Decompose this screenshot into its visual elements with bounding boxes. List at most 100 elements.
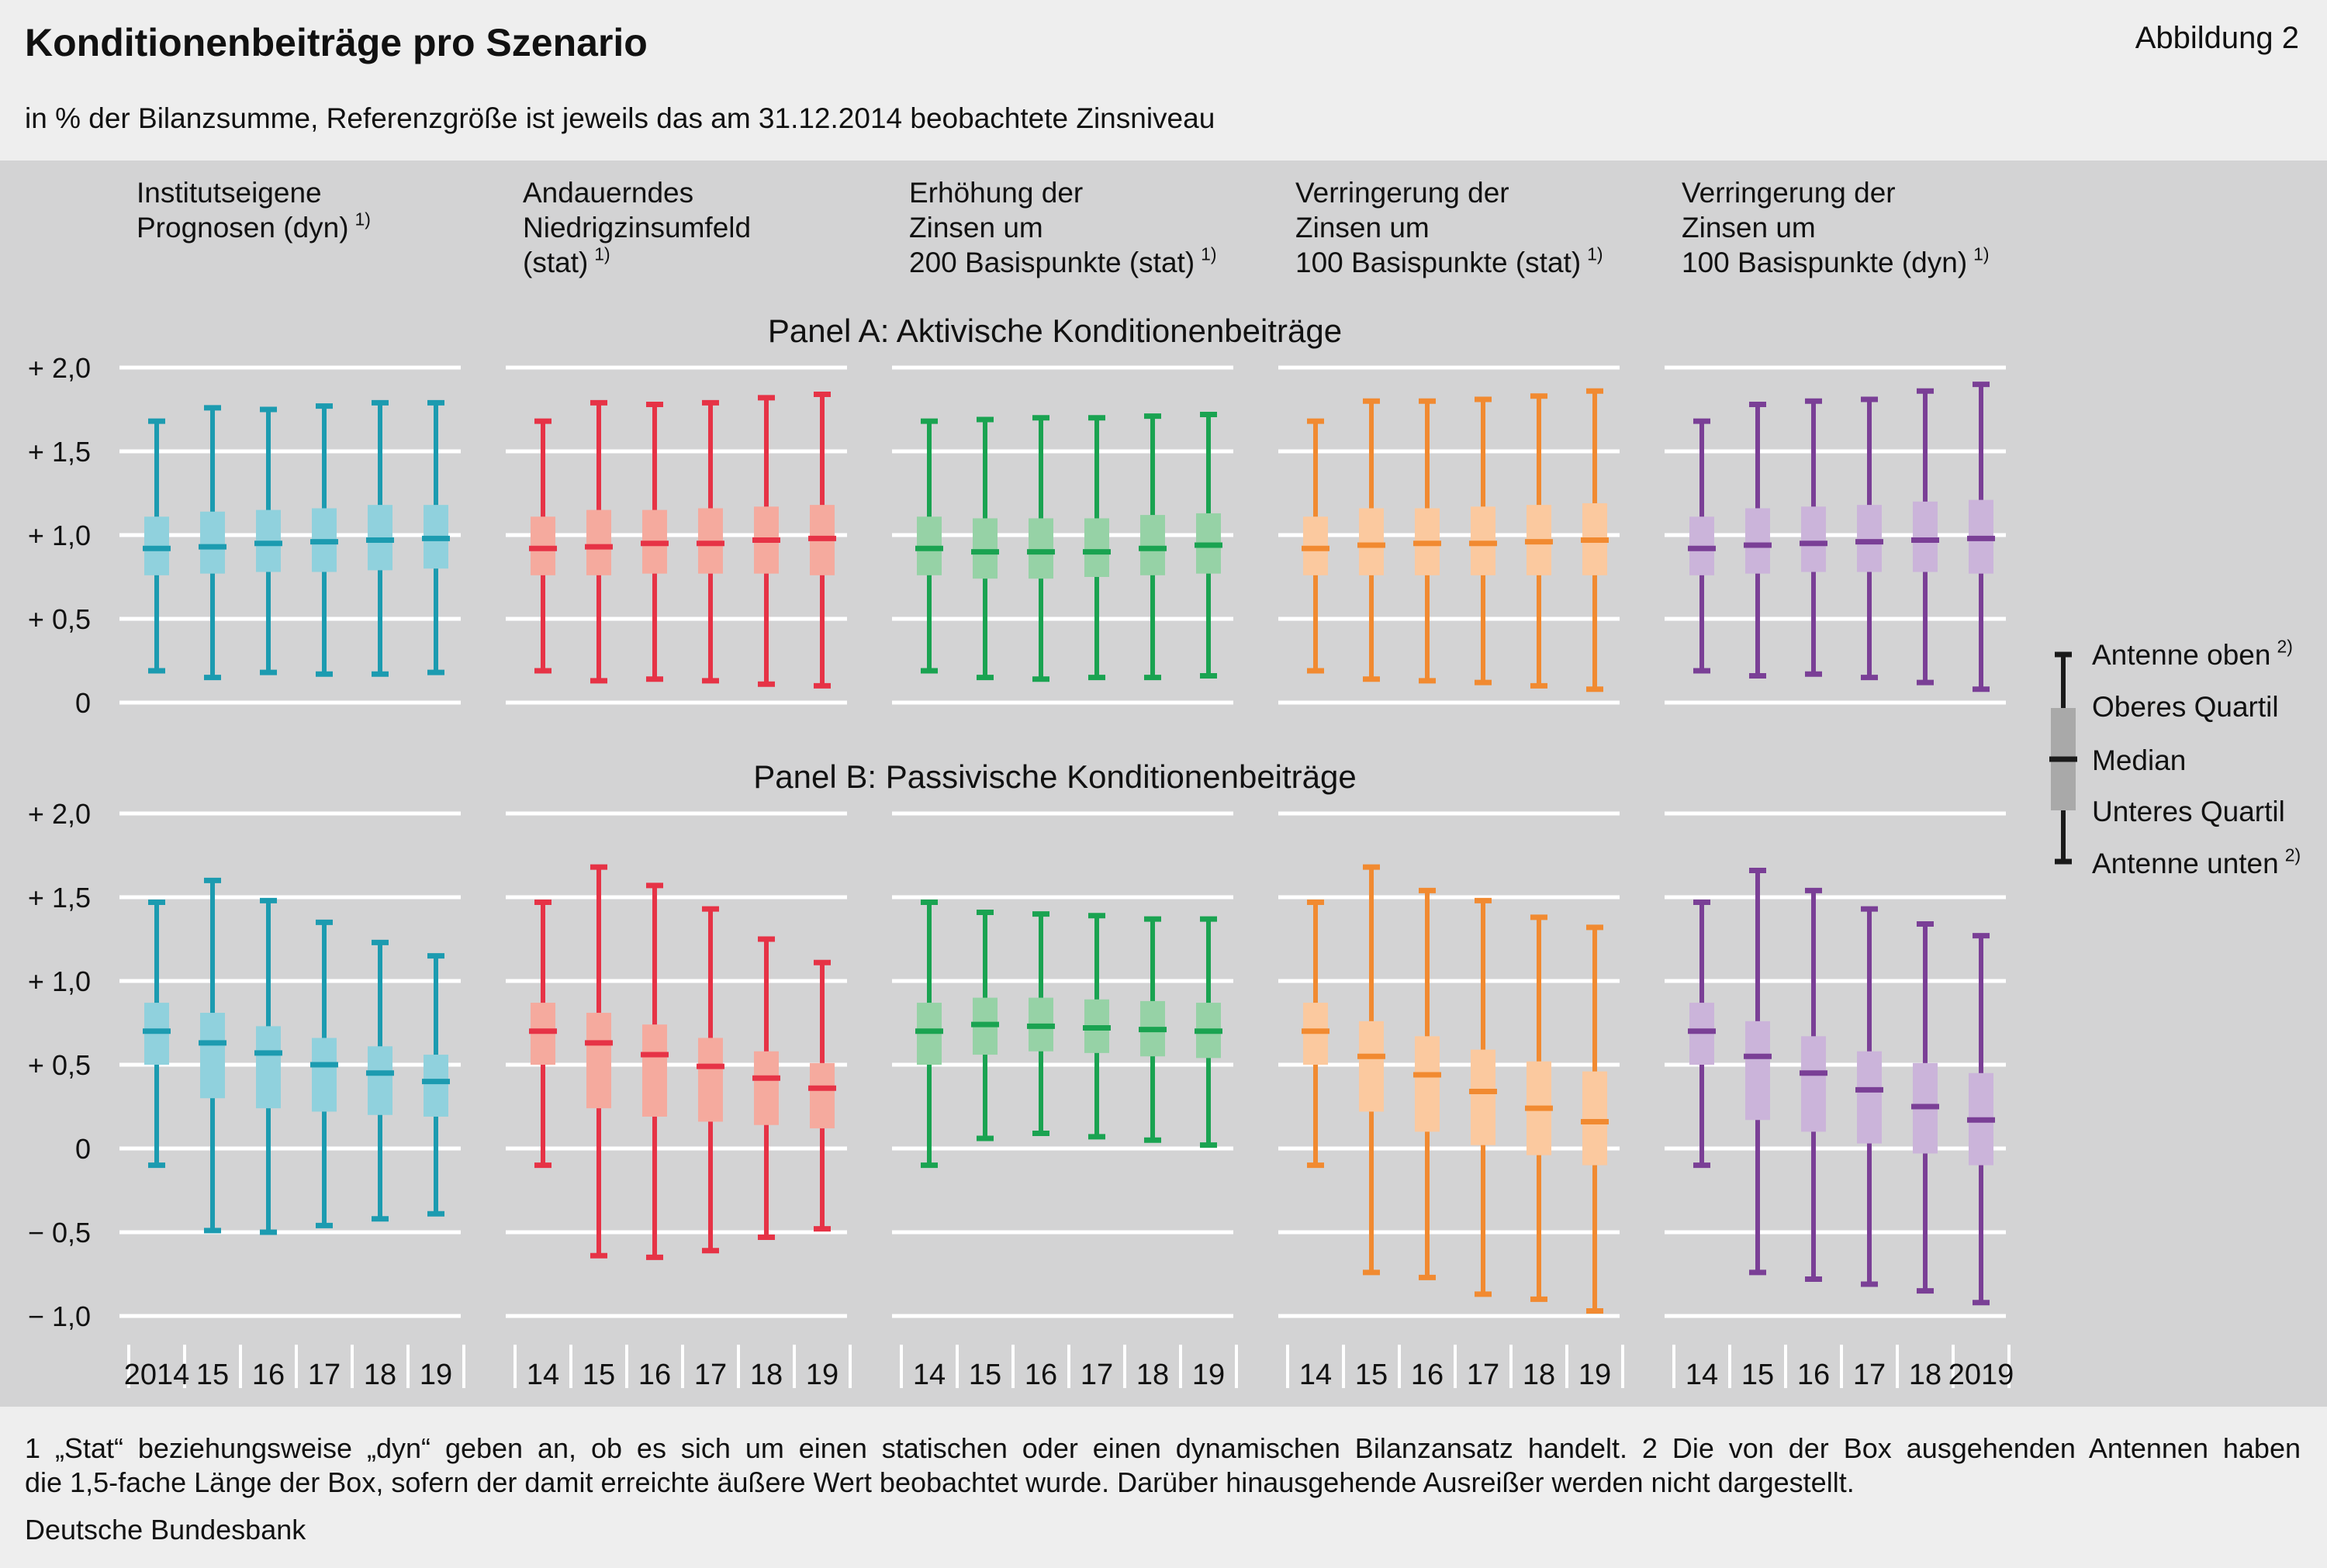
- box: [586, 509, 611, 575]
- x-tick-label: 19: [1192, 1359, 1225, 1391]
- scenario-title-line: 100 Basispunkte (stat) 1): [1295, 243, 1603, 278]
- x-tick-label: 16: [1797, 1359, 1830, 1391]
- x-tick-label: 15: [583, 1359, 615, 1391]
- legend-label: Oberes Quartil: [2092, 691, 2279, 723]
- x-tick-label: 17: [1467, 1359, 1499, 1391]
- box: [1857, 1051, 1882, 1144]
- x-tick-label: 15: [1741, 1359, 1774, 1391]
- box: [1471, 1049, 1495, 1145]
- box: [200, 1013, 225, 1099]
- y-tick-label: + 0,5: [28, 1049, 91, 1081]
- chart-area: 0 + 0,5 + 1,0 + 1,5 + 2,0 Panel A: Aktivische…: [0, 161, 2327, 1407]
- box: [200, 511, 225, 574]
- x-tick-label: 16: [1025, 1359, 1057, 1391]
- box: [586, 1013, 611, 1109]
- box: [1359, 1021, 1384, 1112]
- legend-label: Antenne oben 2): [2092, 636, 2293, 671]
- scenario-title-line: (stat) 1): [523, 243, 610, 278]
- x-tick-label: 14: [1299, 1359, 1332, 1391]
- y-tick-label: + 2,0: [28, 798, 91, 830]
- box: [1084, 518, 1109, 577]
- chart-subtitle: in % der Bilanzsumme, Referenzgröße ist …: [25, 102, 1215, 134]
- footnote-1: 1 „Stat“ beziehungsweise „dyn“ geben an,…: [25, 1432, 2301, 1464]
- legend-label: Antenne unten 2): [2092, 844, 2301, 879]
- x-tick-label: 14: [913, 1359, 946, 1391]
- scenario-title-line: Prognosen (dyn) 1): [137, 209, 371, 243]
- figure-label: Abbildung 2: [2135, 21, 2299, 55]
- box: [1029, 518, 1053, 579]
- box: [1801, 1036, 1826, 1132]
- x-tick-label: 17: [308, 1359, 341, 1391]
- box: [424, 1055, 448, 1117]
- x-tick-label: 15: [969, 1359, 1001, 1391]
- x-tick-label: 19: [1578, 1359, 1611, 1391]
- box: [1913, 501, 1938, 572]
- y-tick-label: + 1,5: [28, 436, 91, 468]
- scenario-title-line: Zinsen um: [1295, 212, 1430, 243]
- box: [698, 1038, 723, 1122]
- x-tick-label: 16: [1411, 1359, 1444, 1391]
- box: [1745, 1021, 1770, 1121]
- scenario-title-line: Verringerung der: [1295, 177, 1509, 209]
- x-tick-label: 17: [1853, 1359, 1886, 1391]
- x-tick-label: 16: [638, 1359, 671, 1391]
- y-tick-label: + 2,0: [28, 352, 91, 384]
- scenario-title-line: 100 Basispunkte (dyn) 1): [1682, 243, 1990, 278]
- x-tick-label: 2014: [124, 1359, 190, 1391]
- scenario-title-line: Andauerndes: [523, 177, 693, 209]
- x-tick-label: 18: [364, 1359, 396, 1391]
- x-tick-label: 18: [750, 1359, 783, 1391]
- legend-label: Median: [2092, 744, 2186, 776]
- scenario-title-line: Zinsen um: [1682, 212, 1816, 243]
- source-note: Deutsche Bundesbank: [25, 1514, 306, 1546]
- x-tick-label: 18: [1136, 1359, 1169, 1391]
- box: [312, 1038, 337, 1112]
- boxplot-chart: 0 + 0,5 + 1,0 + 1,5 + 2,0 Panel A: Aktivische…: [28, 177, 2301, 1391]
- y-tick-label: 0: [75, 1133, 91, 1165]
- scenario-title-line: 200 Basispunkte (stat) 1): [909, 243, 1217, 278]
- box: [1415, 1036, 1440, 1132]
- footnote-2: die 1,5-fache Länge der Box, sofern der …: [25, 1466, 1855, 1498]
- box: [1857, 505, 1882, 572]
- box: [810, 1062, 835, 1129]
- x-tick-label: 16: [252, 1359, 285, 1391]
- x-tick-label: 18: [1909, 1359, 1941, 1391]
- box: [256, 1026, 281, 1109]
- box: [973, 518, 998, 579]
- box: [1359, 508, 1384, 575]
- scenario-title-line: Erhöhung der: [909, 177, 1083, 209]
- x-tick-label: 2019: [1948, 1359, 2014, 1391]
- x-tick-label: 17: [694, 1359, 727, 1391]
- y-tick-label: − 1,0: [28, 1300, 91, 1332]
- panel-title: Panel B: Passivische Konditionenbeiträge: [753, 758, 1357, 795]
- box: [1582, 1071, 1607, 1166]
- box: [1745, 508, 1770, 574]
- box: [642, 1024, 667, 1117]
- y-tick-label: + 1,5: [28, 882, 91, 914]
- box: [1801, 506, 1826, 572]
- box: [1140, 515, 1165, 575]
- x-tick-label: 18: [1523, 1359, 1555, 1391]
- scenario-title-line: Zinsen um: [909, 212, 1043, 243]
- y-tick-label: + 1,0: [28, 965, 91, 997]
- panel-title: Panel A: Aktivische Konditionenbeiträge: [768, 313, 1342, 349]
- scenario-title-line: Institutseigene: [137, 177, 322, 209]
- y-tick-label: − 0,5: [28, 1217, 91, 1249]
- x-tick-label: 15: [196, 1359, 229, 1391]
- box: [754, 1051, 779, 1125]
- legend-label: Unteres Quartil: [2092, 796, 2285, 827]
- x-tick-label: 19: [420, 1359, 452, 1391]
- box: [368, 1046, 392, 1115]
- y-tick-label: 0: [75, 687, 91, 719]
- y-tick-label: + 1,0: [28, 520, 91, 551]
- x-tick-label: 17: [1081, 1359, 1113, 1391]
- scenario-title-line: Niedrigzinsumfeld: [523, 212, 751, 243]
- x-tick-label: 15: [1355, 1359, 1388, 1391]
- x-tick-label: 14: [1686, 1359, 1718, 1391]
- x-tick-label: 19: [806, 1359, 838, 1391]
- y-tick-label: + 0,5: [28, 603, 91, 635]
- chart-title: Konditionenbeiträge pro Szenario: [25, 21, 648, 64]
- scenario-title-line: Verringerung der: [1682, 177, 1896, 209]
- x-tick-label: 14: [527, 1359, 559, 1391]
